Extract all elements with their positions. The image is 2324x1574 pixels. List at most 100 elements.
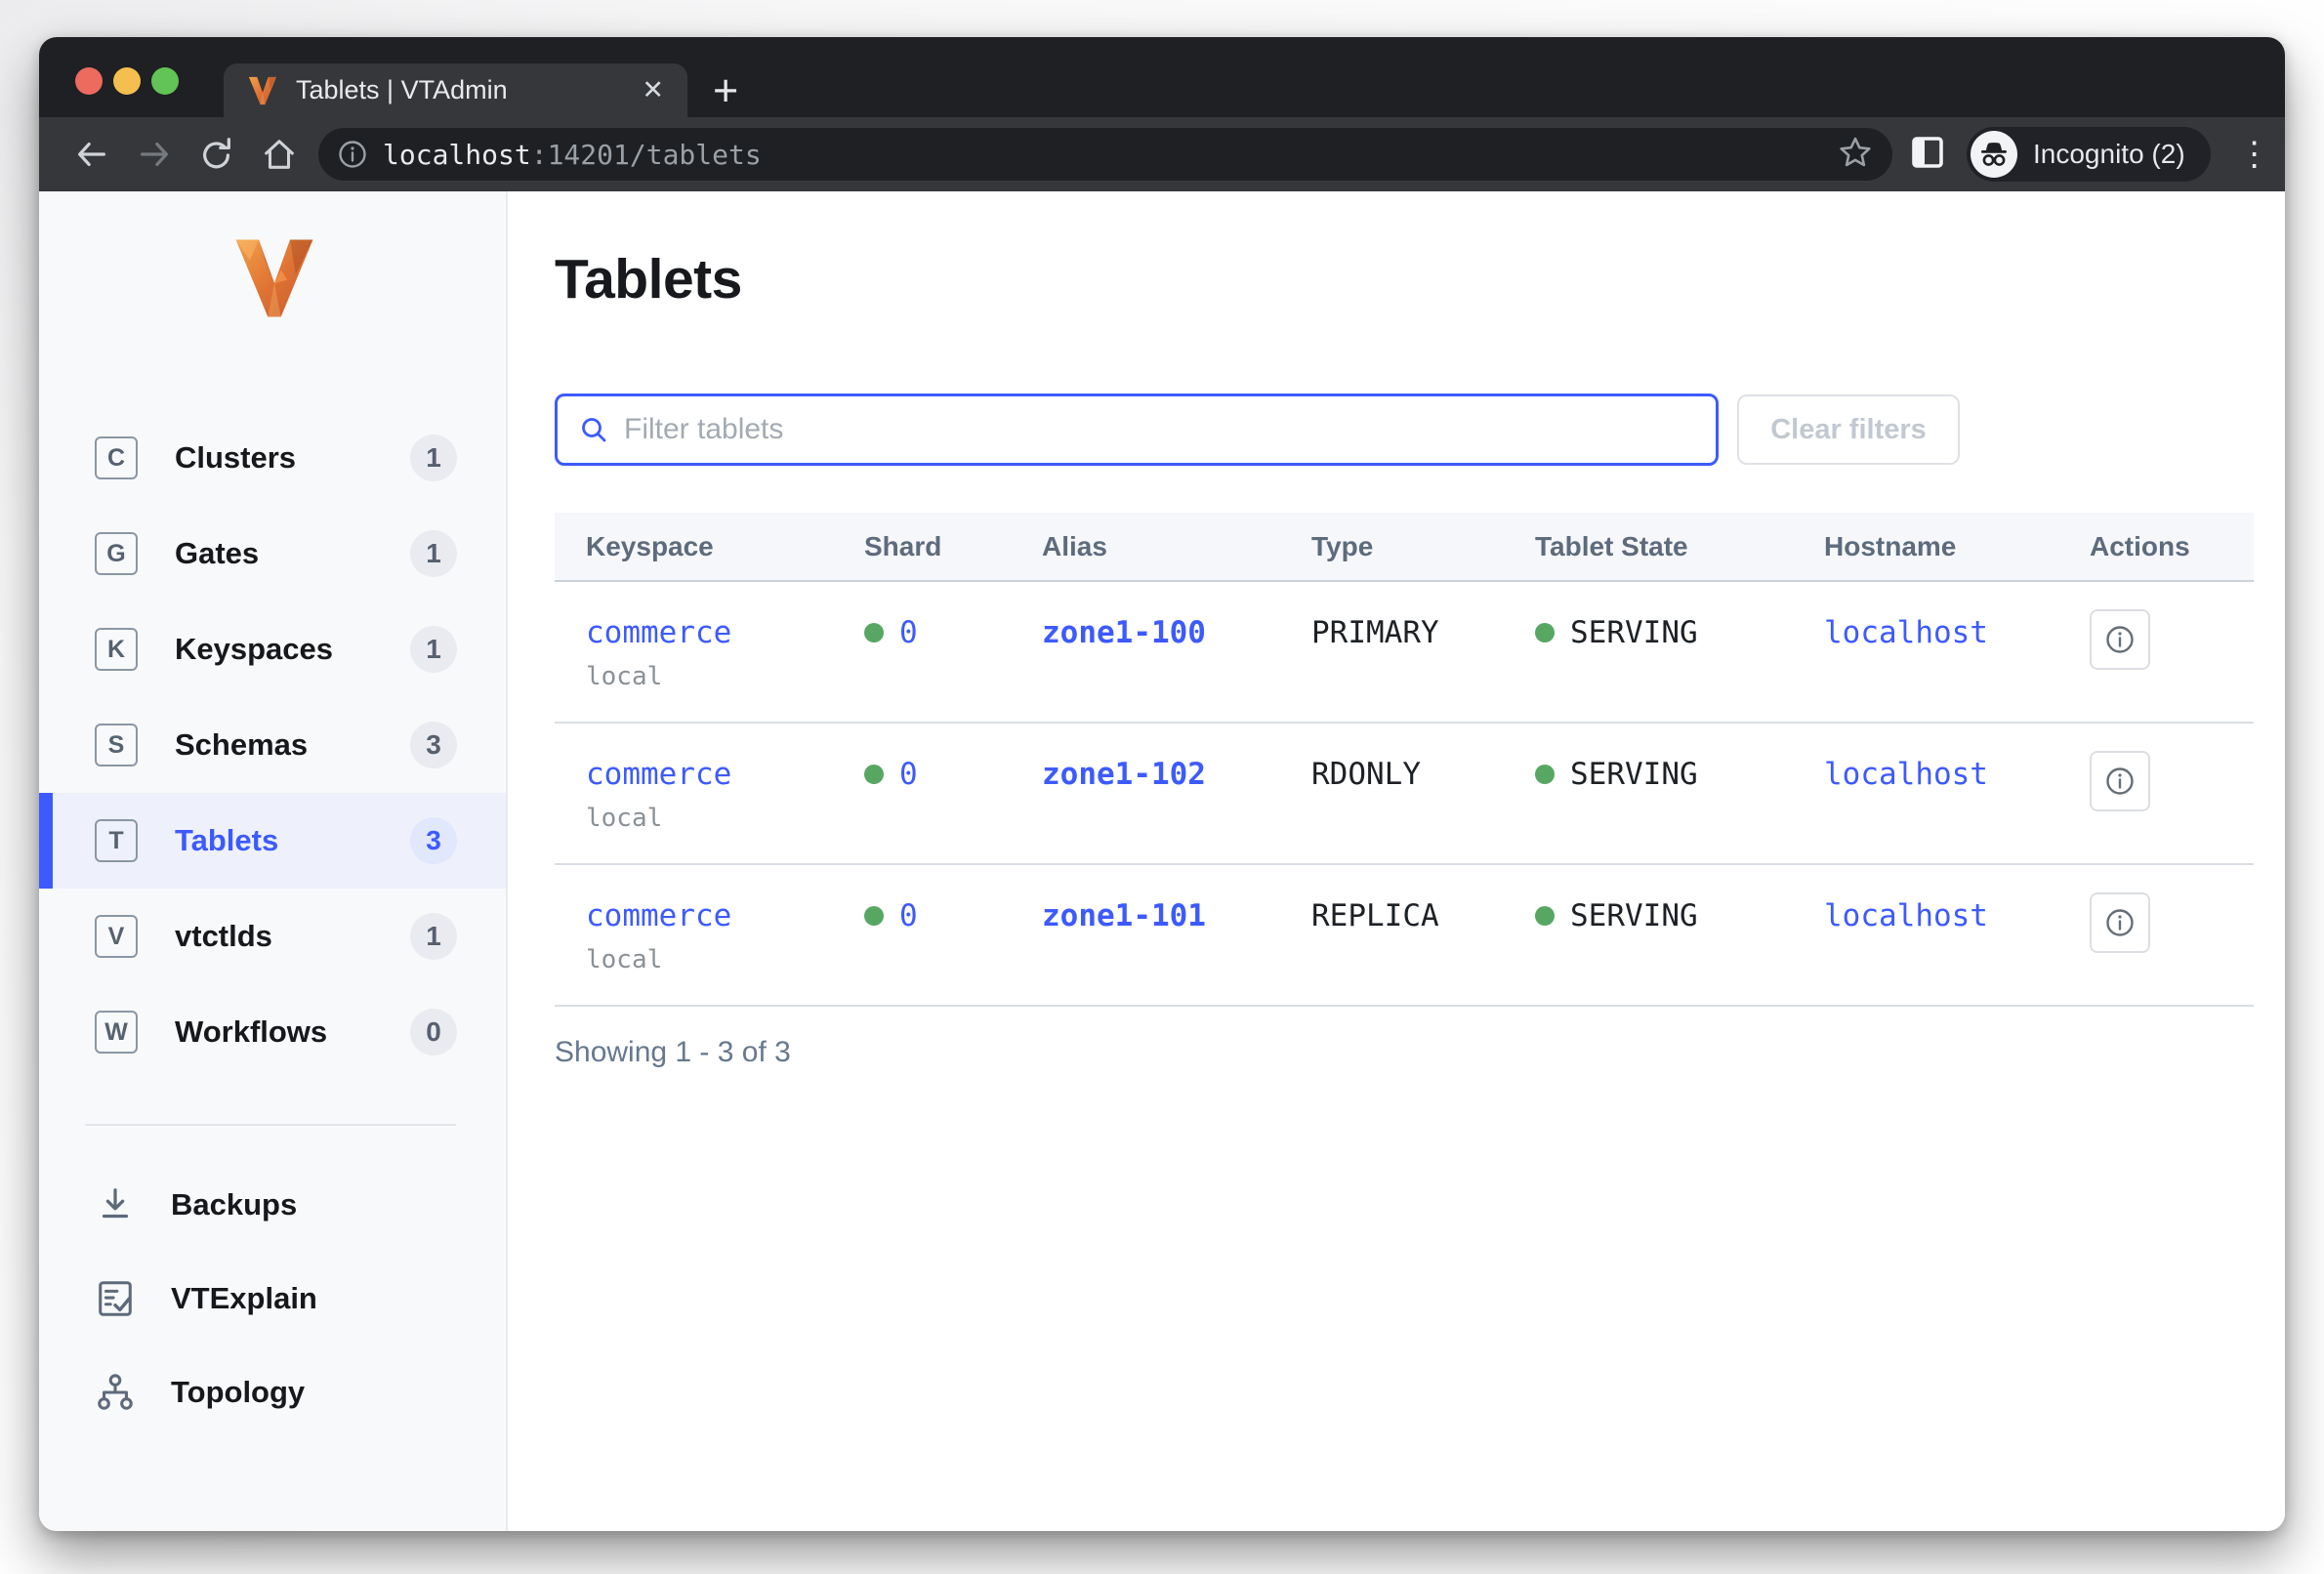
shard-link[interactable]: 0 [899, 757, 918, 792]
clear-filters-button[interactable]: Clear filters [1737, 394, 1960, 465]
bookmark-star-button[interactable] [1838, 135, 1873, 175]
shard-link[interactable]: 0 [899, 615, 918, 650]
browser-tab[interactable]: Tablets | VTAdmin ✕ [224, 63, 687, 117]
col-shard: Shard [833, 513, 1011, 582]
tablets-letter-icon: T [95, 819, 138, 862]
sidebar-item-schemas[interactable]: S Schemas 3 [39, 697, 506, 793]
tablet-state: SERVING [1570, 898, 1698, 933]
sidebar-item-vtexplain[interactable]: VTExplain [39, 1252, 506, 1346]
table-row: commerce local 0 zone1-101 REPLICA SERVI… [555, 864, 2254, 1007]
keyspaces-letter-icon: K [95, 628, 138, 671]
browser-window: Tablets | VTAdmin ✕ + [39, 37, 2285, 1531]
sidebar-item-gates[interactable]: G Gates 1 [39, 506, 506, 601]
content: Tablets Clear filters Keyspace Shard [508, 191, 2285, 1531]
info-icon [2106, 626, 2134, 653]
incognito-label: Incognito (2) [2033, 139, 2185, 169]
filter-box [555, 394, 1719, 466]
close-tab-icon[interactable]: ✕ [642, 75, 664, 104]
count-badge: 1 [410, 913, 457, 960]
reload-button[interactable] [186, 130, 248, 179]
sidebar-divider [85, 1124, 456, 1126]
keyspace-link[interactable]: commerce [586, 757, 732, 792]
side-panel-icon [1912, 136, 1943, 168]
alias-link[interactable]: zone1-100 [1042, 615, 1206, 650]
keyspace-link[interactable]: commerce [586, 615, 732, 650]
topology-icon [98, 1374, 133, 1410]
state-status-dot [1535, 765, 1555, 784]
alias-link[interactable]: zone1-101 [1042, 898, 1206, 933]
filter-input[interactable] [624, 413, 1694, 446]
cluster-name: local [586, 804, 663, 833]
tablet-state: SERVING [1570, 757, 1698, 792]
sidebar-item-clusters[interactable]: C Clusters 1 [39, 410, 506, 506]
site-info-icon[interactable] [338, 140, 367, 169]
address-bar[interactable]: localhost:14201/tablets [318, 128, 1892, 181]
main-area: C Clusters 1 G Gates 1 K Keyspaces 1 S S… [39, 191, 2285, 1531]
table-row: commerce local 0 zone1-100 PRIMARY SERVI… [555, 581, 2254, 724]
count-badge: 1 [410, 435, 457, 481]
document-check-icon [99, 1281, 132, 1316]
workflows-letter-icon: W [95, 1011, 138, 1054]
url-path: :14201/tablets [530, 138, 762, 171]
cluster-name: local [586, 662, 663, 691]
filter-row: Clear filters [555, 394, 2285, 466]
shard-status-dot [864, 765, 884, 784]
sidebar-item-workflows[interactable]: W Workflows 0 [39, 984, 506, 1080]
vtadmin-favicon [248, 76, 277, 104]
shard-link[interactable]: 0 [899, 898, 918, 933]
reload-icon [203, 138, 230, 169]
count-badge: 1 [410, 626, 457, 673]
home-icon [265, 140, 294, 169]
row-info-button[interactable] [2090, 609, 2150, 670]
table-header-row: Keyspace Shard Alias Type Tablet State H… [555, 513, 2254, 582]
clusters-letter-icon: C [95, 436, 138, 479]
tablet-type: RDONLY [1311, 757, 1421, 792]
col-keyspace: Keyspace [555, 513, 833, 582]
new-tab-button[interactable]: + [713, 65, 739, 115]
shard-status-dot [864, 623, 884, 642]
incognito-badge[interactable]: Incognito (2) [1967, 127, 2211, 182]
sidebar-item-tablets[interactable]: T Tablets 3 [39, 793, 506, 889]
schemas-letter-icon: S [95, 724, 138, 766]
info-icon [2106, 909, 2134, 936]
col-alias: Alias [1011, 513, 1280, 582]
home-button[interactable] [248, 130, 311, 179]
sidebar-item-vtctlds[interactable]: V vtctlds 1 [39, 889, 506, 984]
hostname-link[interactable]: localhost [1824, 898, 1988, 933]
search-icon [582, 418, 606, 442]
download-icon [102, 1188, 129, 1219]
table-row: commerce local 0 zone1-102 RDONLY SERVIN… [555, 723, 2254, 865]
alias-link[interactable]: zone1-102 [1042, 757, 1206, 792]
zoom-window-button[interactable] [151, 67, 179, 95]
side-panel-button[interactable] [1910, 135, 1945, 175]
hostname-link[interactable]: localhost [1824, 757, 1988, 792]
sidebar-item-topology[interactable]: Topology [39, 1346, 506, 1439]
hostname-link[interactable]: localhost [1824, 615, 1988, 650]
sidebar-nav: C Clusters 1 G Gates 1 K Keyspaces 1 S S… [39, 410, 506, 1080]
close-window-button[interactable] [75, 67, 103, 95]
url-text: localhost:14201/tablets [383, 139, 762, 171]
tab-strip: Tablets | VTAdmin ✕ + [39, 37, 2285, 117]
count-badge: 0 [410, 1009, 457, 1056]
browser-menu-button[interactable]: ⋮ [2237, 136, 2271, 173]
vtctlds-letter-icon: V [95, 915, 138, 958]
tablet-type: PRIMARY [1311, 615, 1439, 650]
tablet-state: SERVING [1570, 615, 1698, 650]
row-info-button[interactable] [2090, 751, 2150, 811]
pagination-status: Showing 1 - 3 of 3 [555, 1036, 791, 1068]
tab-title: Tablets | VTAdmin [296, 75, 508, 104]
keyspace-link[interactable]: commerce [586, 898, 732, 933]
window-controls [75, 67, 179, 95]
minimize-window-button[interactable] [113, 67, 141, 95]
page-title: Tablets [555, 248, 742, 311]
cluster-name: local [586, 945, 663, 974]
sidebar-item-keyspaces[interactable]: K Keyspaces 1 [39, 601, 506, 697]
back-button[interactable] [61, 130, 123, 179]
count-badge: 1 [410, 530, 457, 577]
forward-button[interactable] [123, 130, 186, 179]
sidebar-item-backups[interactable]: Backups [39, 1158, 506, 1252]
incognito-icon [1981, 143, 2007, 166]
col-type: Type [1280, 513, 1504, 582]
row-info-button[interactable] [2090, 892, 2150, 953]
browser-toolbar: localhost:14201/tablets [39, 117, 2285, 191]
